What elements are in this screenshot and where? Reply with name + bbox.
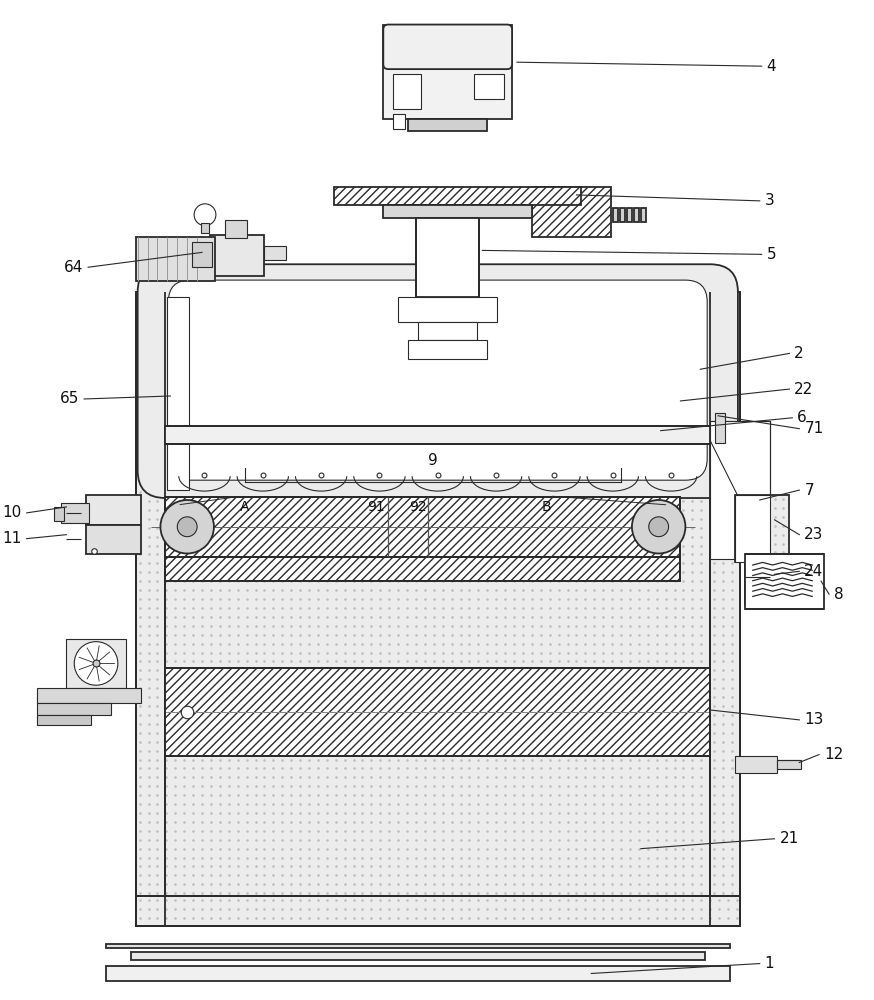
Bar bbox=[416, 218, 479, 297]
Text: B: B bbox=[542, 500, 551, 514]
Text: 71: 71 bbox=[804, 421, 823, 436]
Bar bbox=[135, 237, 215, 281]
Bar bbox=[165, 668, 711, 756]
Bar bbox=[475, 74, 504, 99]
Bar bbox=[165, 497, 681, 557]
Bar bbox=[408, 119, 488, 131]
Bar bbox=[641, 208, 646, 222]
Bar bbox=[399, 297, 497, 322]
Text: 6: 6 bbox=[797, 410, 807, 425]
Bar bbox=[135, 292, 165, 926]
Bar bbox=[165, 668, 711, 756]
Circle shape bbox=[161, 500, 214, 553]
Bar bbox=[393, 114, 405, 129]
Bar bbox=[201, 223, 209, 233]
Text: 8: 8 bbox=[834, 587, 843, 602]
Bar bbox=[106, 966, 730, 981]
Bar bbox=[165, 426, 711, 444]
Bar bbox=[54, 507, 65, 521]
Bar bbox=[735, 495, 789, 562]
Bar bbox=[634, 208, 639, 222]
Bar bbox=[334, 187, 581, 205]
Bar bbox=[627, 208, 632, 222]
Bar bbox=[620, 208, 625, 222]
Bar bbox=[66, 639, 126, 688]
Bar bbox=[61, 503, 89, 523]
Bar bbox=[393, 74, 421, 109]
Text: 1: 1 bbox=[765, 956, 774, 971]
Bar bbox=[165, 497, 681, 557]
Text: 10: 10 bbox=[3, 505, 22, 520]
Bar bbox=[613, 208, 618, 222]
FancyBboxPatch shape bbox=[169, 280, 707, 480]
Text: 64: 64 bbox=[64, 260, 83, 275]
Bar bbox=[735, 756, 776, 773]
Text: 22: 22 bbox=[794, 382, 814, 397]
FancyBboxPatch shape bbox=[137, 264, 738, 498]
Bar bbox=[225, 220, 246, 238]
Circle shape bbox=[177, 517, 197, 537]
Bar bbox=[384, 205, 532, 218]
Bar bbox=[265, 246, 286, 260]
Bar bbox=[192, 242, 212, 267]
Bar bbox=[418, 322, 477, 340]
Text: 9: 9 bbox=[428, 453, 438, 468]
Text: 21: 21 bbox=[780, 831, 799, 846]
Text: 4: 4 bbox=[766, 59, 776, 74]
Bar bbox=[165, 557, 681, 581]
Text: 2: 2 bbox=[794, 346, 804, 361]
Text: 24: 24 bbox=[804, 564, 823, 579]
Text: 5: 5 bbox=[766, 247, 776, 262]
Bar bbox=[87, 525, 141, 554]
Bar bbox=[167, 297, 189, 490]
Text: A: A bbox=[239, 500, 249, 514]
Bar bbox=[87, 495, 141, 525]
Bar bbox=[711, 292, 740, 926]
FancyBboxPatch shape bbox=[384, 25, 512, 69]
Circle shape bbox=[649, 517, 669, 537]
Bar bbox=[735, 495, 770, 562]
Bar bbox=[37, 703, 111, 715]
Text: 23: 23 bbox=[804, 527, 823, 542]
Bar bbox=[745, 554, 824, 609]
Text: 65: 65 bbox=[59, 391, 80, 406]
Bar bbox=[106, 944, 730, 948]
Bar bbox=[384, 25, 512, 119]
Circle shape bbox=[632, 500, 685, 553]
Text: 12: 12 bbox=[824, 747, 843, 762]
Text: 7: 7 bbox=[804, 483, 814, 498]
Bar bbox=[715, 413, 725, 443]
Text: 11: 11 bbox=[3, 531, 22, 546]
Bar bbox=[408, 340, 488, 359]
Bar bbox=[37, 688, 141, 703]
Bar bbox=[776, 760, 801, 769]
Bar bbox=[135, 896, 740, 926]
Bar bbox=[532, 187, 611, 237]
Circle shape bbox=[74, 642, 118, 685]
Bar bbox=[131, 952, 705, 960]
Text: 3: 3 bbox=[765, 193, 774, 208]
Bar bbox=[745, 557, 819, 604]
Bar bbox=[711, 421, 770, 559]
Text: 92: 92 bbox=[409, 500, 427, 514]
Bar bbox=[165, 557, 681, 581]
Bar bbox=[135, 292, 740, 926]
Bar bbox=[210, 235, 265, 276]
Text: 13: 13 bbox=[804, 712, 823, 727]
Circle shape bbox=[194, 204, 216, 226]
Bar bbox=[37, 715, 91, 725]
Text: 91: 91 bbox=[367, 500, 385, 514]
